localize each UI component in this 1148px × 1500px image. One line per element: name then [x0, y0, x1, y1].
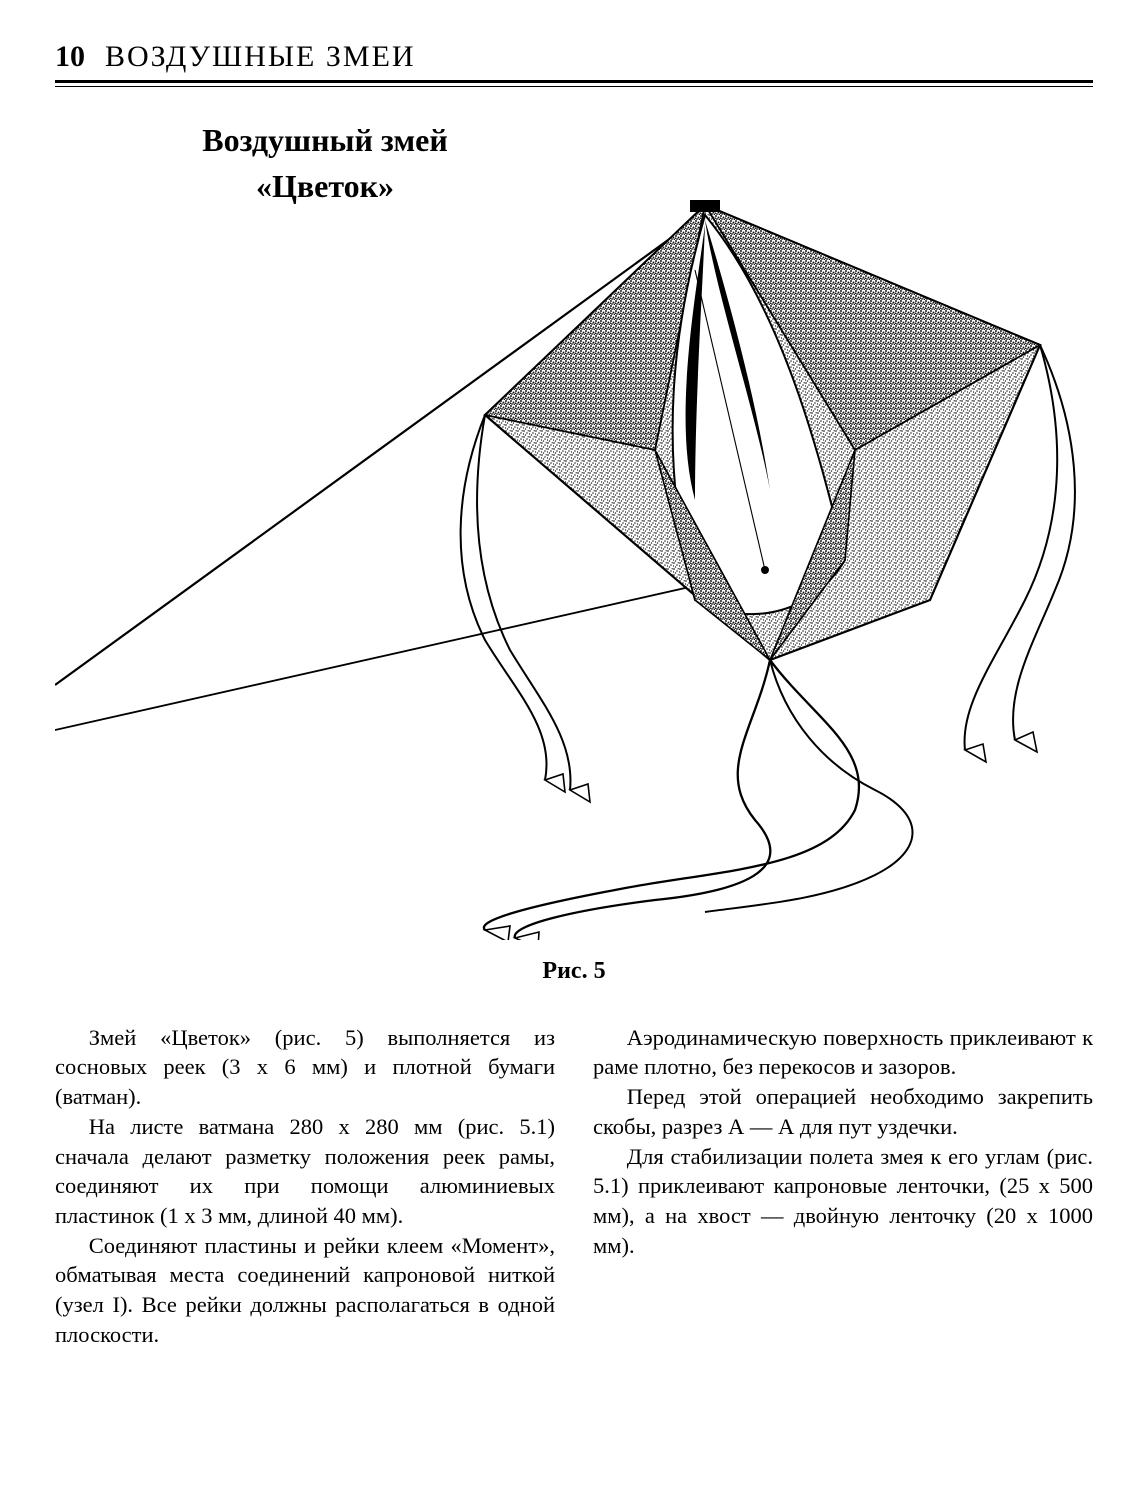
- body-columns: Змей «Цветок» (рис. 5) выполняется из со…: [55, 1023, 1093, 1350]
- paragraph: Для стабилизации полета змея к его углам…: [593, 1142, 1093, 1261]
- paragraph: Аэродинамическую поверхность приклеивают…: [593, 1023, 1093, 1082]
- header-rule: [55, 80, 1093, 87]
- paragraph: Соединяют пластины и рейки клеем «Момент…: [55, 1231, 555, 1350]
- column-right: Аэродинамическую поверхность приклеивают…: [593, 1023, 1093, 1350]
- figure-caption: Рис. 5: [55, 958, 1093, 985]
- page-number: 10: [55, 40, 85, 74]
- figure-kite: [55, 130, 1093, 940]
- running-header: 10 ВОЗДУШНЫЕ ЗМЕИ: [55, 40, 1093, 74]
- column-left: Змей «Цветок» (рис. 5) выполняется из со…: [55, 1023, 555, 1350]
- paragraph: На листе ватмана 280 х 280 мм (рис. 5.1)…: [55, 1112, 555, 1231]
- header-title: ВОЗДУШНЫЕ ЗМЕИ: [105, 40, 416, 74]
- paragraph: Змей «Цветок» (рис. 5) выполняется из со…: [55, 1023, 555, 1112]
- paragraph: Перед этой операцией необходимо закрепит…: [593, 1082, 1093, 1141]
